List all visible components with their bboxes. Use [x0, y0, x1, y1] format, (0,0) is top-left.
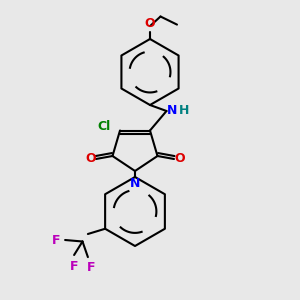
- Text: H: H: [178, 104, 189, 118]
- Text: N: N: [167, 104, 178, 118]
- Text: O: O: [174, 152, 185, 166]
- Text: Cl: Cl: [98, 120, 111, 134]
- Text: O: O: [85, 152, 96, 166]
- Text: N: N: [130, 177, 140, 190]
- Text: O: O: [145, 17, 155, 30]
- Text: F: F: [52, 233, 61, 247]
- Text: F: F: [87, 261, 95, 274]
- Text: F: F: [70, 260, 78, 272]
